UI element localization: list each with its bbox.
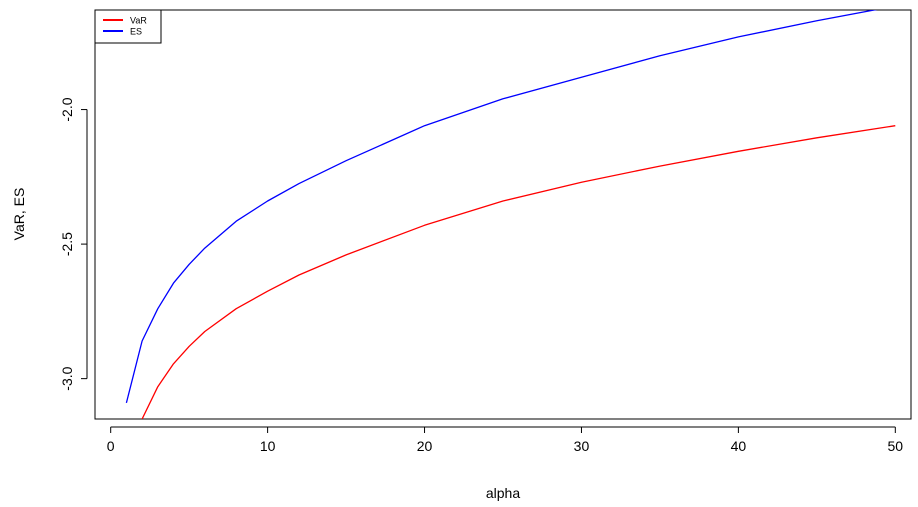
series-layer: [125, 10, 896, 419]
x-tick-label: 50: [888, 438, 904, 454]
y-tick-label: -3.0: [59, 366, 75, 390]
x-tick-label: 20: [417, 438, 433, 454]
y-tick-label: -2.0: [59, 97, 75, 121]
y-axis-label: VaR, ES: [11, 188, 27, 241]
x-tick-label: 30: [574, 438, 590, 454]
legend-box: [94, 9, 162, 44]
series-line-es: [125, 10, 878, 404]
axes: 0 10 20 30 40 50 -3.0 -2.5 -2.0: [59, 97, 903, 454]
x-tick-label: 0: [107, 438, 115, 454]
legend-label: VaR: [130, 16, 147, 26]
x-tick-label: 40: [731, 438, 747, 454]
plot-frame: [94, 9, 912, 420]
y-tick-label: -2.5: [59, 232, 75, 256]
series-line-var: [141, 125, 896, 419]
x-tick-label: 10: [260, 438, 276, 454]
legend-label: ES: [130, 27, 142, 37]
x-axis-label: alpha: [486, 485, 520, 501]
